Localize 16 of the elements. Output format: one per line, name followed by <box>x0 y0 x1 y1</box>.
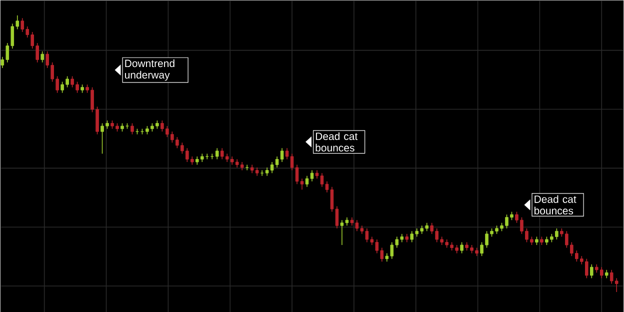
annotation: Downtrend underway <box>125 59 174 80</box>
candlestick <box>460 242 464 254</box>
candlestick <box>325 180 329 193</box>
candlestick <box>590 264 594 278</box>
annotation: Dead cat bounces <box>316 132 358 152</box>
candlestick <box>210 153 214 160</box>
candlestick <box>300 178 304 190</box>
candlestick <box>130 122 134 135</box>
candlestick <box>310 170 314 182</box>
candlestick <box>305 175 309 188</box>
candlestick <box>215 148 219 160</box>
candlestick <box>40 50 44 63</box>
candlestick <box>260 170 264 176</box>
candlestick <box>320 172 324 188</box>
candlestick <box>245 164 249 171</box>
annotation: Dead cat bounces <box>534 195 576 214</box>
